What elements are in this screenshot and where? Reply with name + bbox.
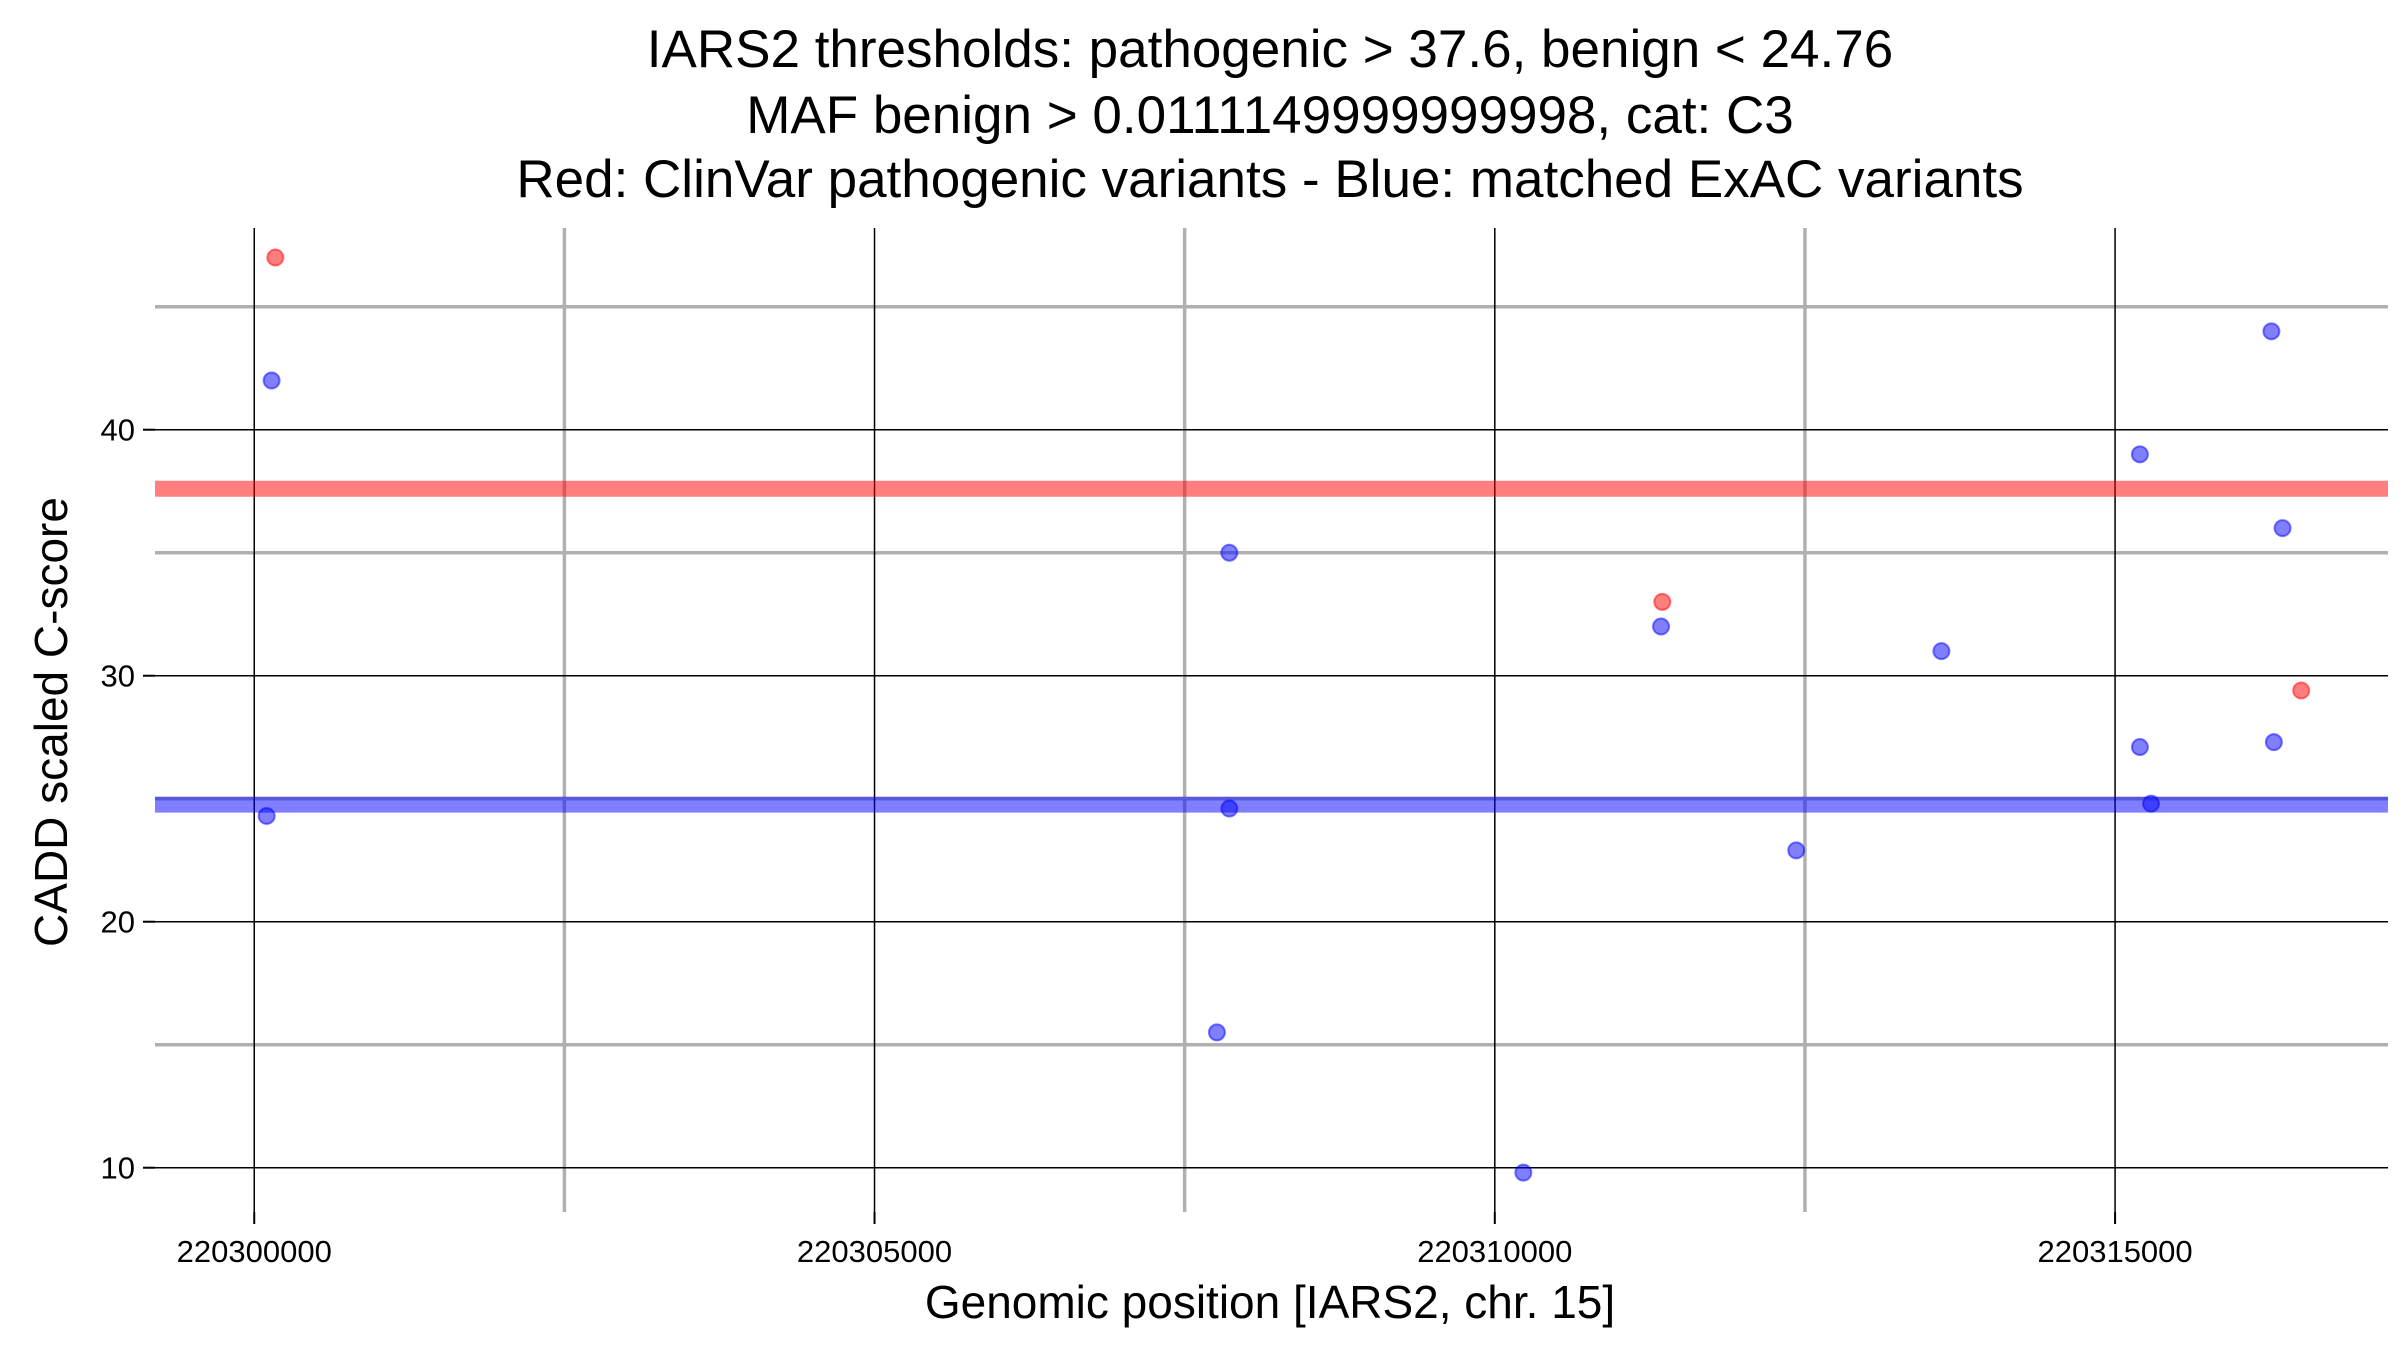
data-point [1932, 642, 1951, 661]
y-tick-label: 40 [101, 413, 135, 448]
data-point [1514, 1163, 1533, 1182]
chart-title: IARS2 thresholds: pathogenic > 37.6, ben… [516, 20, 2023, 209]
x-axis: 220300000 220305000 220310000 220315000 [177, 1212, 2193, 1269]
data-point [1653, 592, 1672, 611]
data-point [2292, 681, 2311, 700]
data-point [2262, 322, 2281, 341]
threshold-lines [155, 480, 2388, 813]
data-point [1787, 841, 1806, 860]
data-point [2130, 738, 2149, 757]
x-tick-label: 220315000 [2037, 1234, 2192, 1269]
x-axis-title: Genomic position [IARS2, chr. 15] [925, 1276, 1615, 1328]
data-point [2142, 794, 2161, 813]
data-point [257, 806, 276, 825]
y-tick-label: 10 [101, 1151, 135, 1186]
data-point [1220, 799, 1239, 818]
x-tick-label: 220305000 [797, 1234, 952, 1269]
data-point [1652, 617, 1671, 636]
y-axis-title: CADD scaled C-score [25, 497, 77, 947]
x-tick-label: 220310000 [1417, 1234, 1572, 1269]
y-tick-label: 20 [101, 905, 135, 940]
title-line-3: Red: ClinVar pathogenic variants - Blue:… [516, 150, 2023, 209]
y-axis: 10 20 30 40 [101, 413, 155, 1186]
major-gridlines [155, 228, 2388, 1212]
data-point [2130, 445, 2149, 464]
data-point [262, 371, 281, 390]
data-point [2264, 733, 2283, 752]
data-point [2273, 519, 2292, 538]
data-point [1220, 543, 1239, 562]
data-point [266, 248, 285, 267]
title-line-2: MAF benign > 0.0111149999999998, cat: C3 [746, 86, 1794, 145]
minor-gridlines [155, 228, 2388, 1212]
data-point [1207, 1023, 1226, 1042]
title-line-1: IARS2 thresholds: pathogenic > 37.6, ben… [647, 20, 1893, 79]
x-tick-label: 220300000 [177, 1234, 332, 1269]
data-points [257, 248, 2311, 1182]
y-tick-label: 30 [101, 659, 135, 694]
